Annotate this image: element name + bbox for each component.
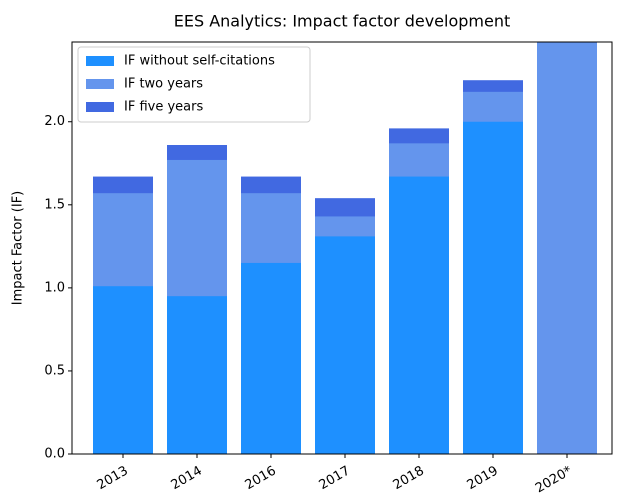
legend-box (77, 46, 311, 123)
y-tick-label: 1.5 (44, 197, 65, 212)
chart-title: EES Analytics: Impact factor development (174, 12, 511, 31)
legend-label: IF five years (124, 100, 203, 115)
x-tick-label: 2013 (95, 464, 131, 494)
bar (537, 42, 597, 454)
legend-label: IF without self-citations (124, 54, 275, 69)
axes-frame (71, 41, 613, 455)
bar (167, 296, 227, 454)
y-tick-label: 0.5 (44, 363, 65, 378)
bar (241, 262, 301, 454)
plot-area (93, 42, 597, 454)
legend-label: IF two years (124, 77, 203, 92)
x-tick-label: 2018 (391, 464, 427, 494)
bar (315, 236, 375, 454)
bar (463, 121, 523, 454)
x-tick-label: 2017 (317, 464, 353, 494)
x-tick-label: 2016 (243, 464, 279, 494)
x-tick-label: 2020* (533, 463, 575, 496)
bar (389, 176, 449, 454)
y-tick-label: 1.0 (44, 280, 65, 295)
legend-swatch (86, 79, 114, 89)
bar (93, 286, 153, 454)
legend-swatch (86, 56, 114, 66)
x-tick-label: 2014 (169, 464, 205, 494)
y-tick-label: 0.0 (44, 447, 65, 462)
y-axis-label: Impact Factor (IF) (11, 191, 26, 305)
y-tick-label: 2.0 (44, 114, 65, 129)
x-tick-label: 2019 (465, 464, 501, 494)
legend-swatch (86, 102, 114, 112)
